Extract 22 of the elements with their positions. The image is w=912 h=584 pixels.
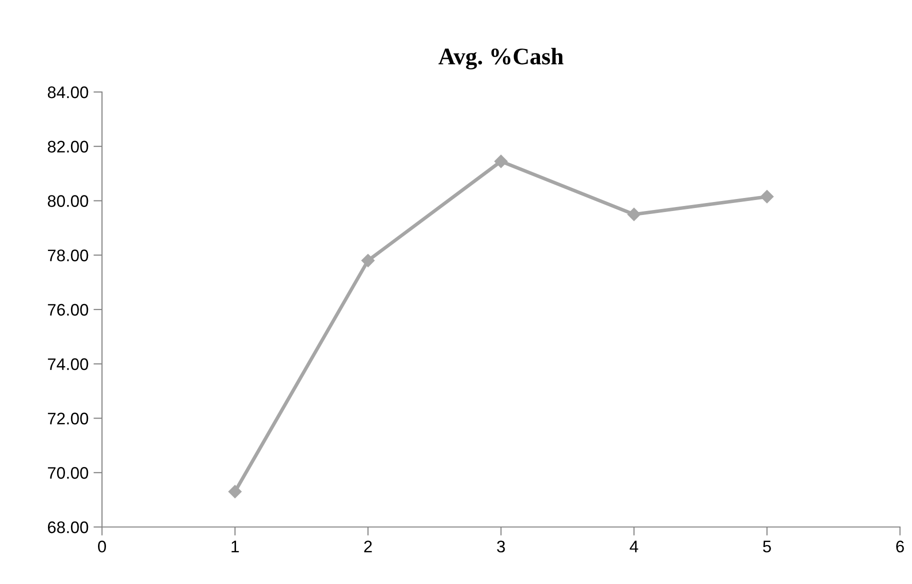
x-tick-label: 3 — [497, 540, 505, 552]
x-tick-label: 5 — [763, 540, 771, 552]
y-tick-label: 70.00 — [48, 467, 88, 479]
point — [228, 485, 242, 498]
x-tick-label: 0 — [98, 540, 106, 552]
point — [760, 190, 774, 204]
point — [494, 154, 508, 168]
point — [361, 254, 375, 268]
y-tick-label: 74.00 — [48, 358, 88, 370]
y-tick-label: 84.00 — [48, 86, 88, 98]
y-tick-label: 72.00 — [48, 412, 88, 424]
y-tick-label: 76.00 — [48, 304, 88, 316]
point — [627, 208, 641, 221]
y-tick-label: 78.00 — [48, 250, 88, 262]
y-tick-label: 80.00 — [48, 195, 88, 207]
y-tick-label: 68.00 — [48, 521, 88, 534]
x-tick-label: 1 — [232, 540, 239, 552]
chart-title: Avg. %Cash — [438, 48, 564, 70]
y-tick-label: 82.00 — [48, 140, 88, 153]
x-tick-label: 2 — [364, 540, 372, 552]
x-tick-label: 6 — [896, 540, 904, 552]
x-tick-label: 4 — [630, 540, 638, 552]
